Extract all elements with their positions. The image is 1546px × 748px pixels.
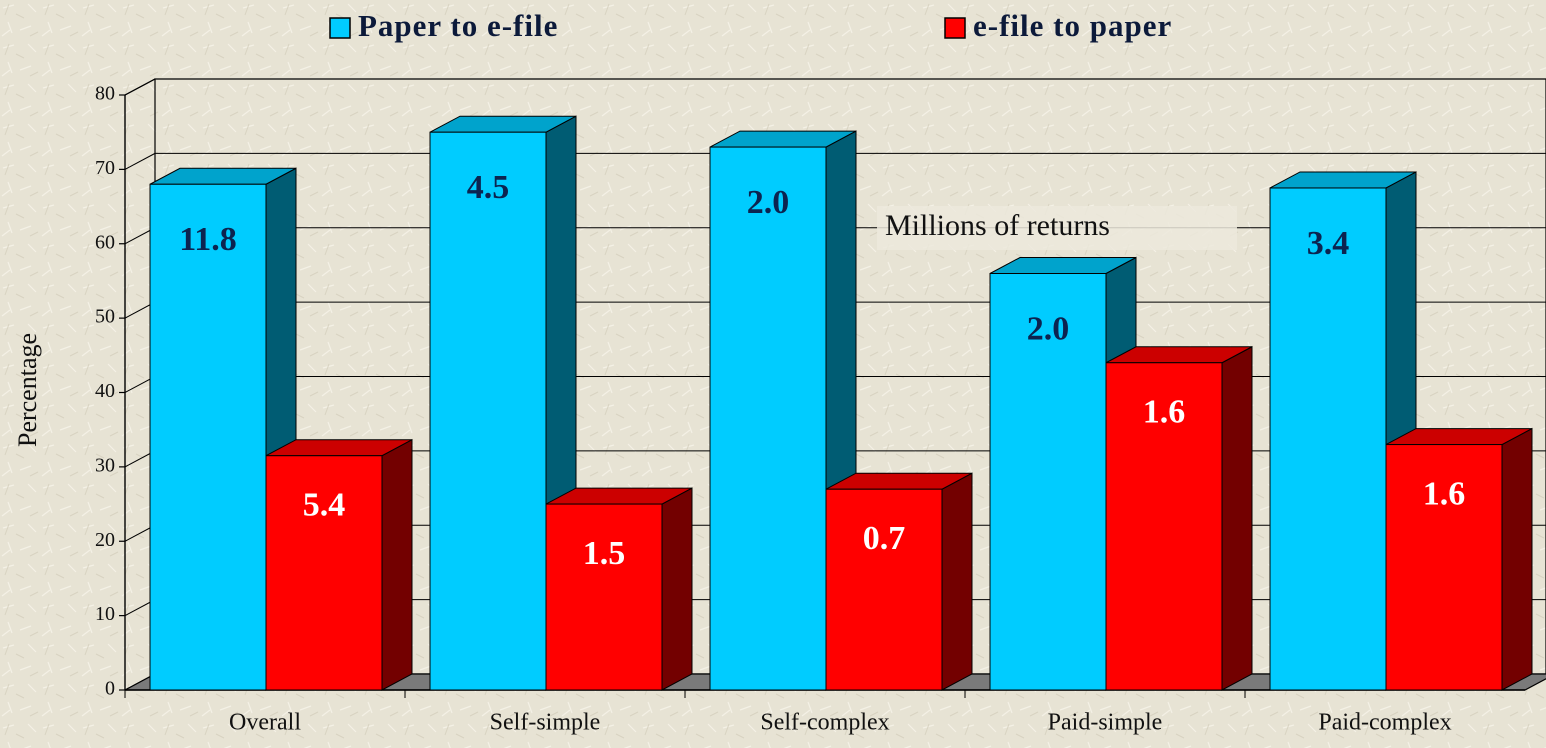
- data-label: 5.4: [303, 487, 346, 524]
- y-tick-label: 80: [95, 83, 115, 105]
- bar: [709, 146, 827, 691]
- x-tick-label: Self-complex: [760, 710, 889, 736]
- data-label: 0.7: [863, 520, 906, 557]
- y-tick-label: 20: [95, 529, 115, 551]
- bar-side: [1501, 427, 1533, 691]
- data-label: 2.0: [1027, 310, 1070, 347]
- data-label: 2.0: [747, 184, 790, 221]
- data-label: 1.6: [1143, 394, 1186, 431]
- bar: [825, 488, 943, 691]
- annotation: Millions of returns: [885, 209, 1110, 242]
- data-label: 4.5: [467, 169, 510, 206]
- bar-side: [661, 487, 693, 691]
- grid-line: [124, 152, 156, 170]
- bar: [545, 503, 663, 691]
- x-tick-label: Paid-simple: [1048, 710, 1163, 736]
- bar: [429, 131, 547, 691]
- bar: [149, 183, 267, 691]
- y-tick-label: 50: [95, 306, 115, 328]
- y-tick-label: 60: [95, 231, 115, 253]
- y-tick-label: 40: [95, 380, 115, 402]
- bar: [1269, 187, 1387, 691]
- bar: [989, 273, 1107, 691]
- bar-side: [1221, 345, 1253, 691]
- bar: [1385, 444, 1503, 691]
- y-tick-label: 70: [95, 157, 115, 179]
- y-axis-label: Percentage: [13, 333, 42, 447]
- bar-side: [381, 438, 413, 691]
- data-label: 1.6: [1423, 475, 1466, 512]
- y-tick-label: 0: [105, 678, 115, 700]
- grid-line: [124, 78, 156, 96]
- data-label: 11.8: [179, 221, 237, 258]
- x-tick-label: Self-simple: [490, 710, 601, 736]
- legend-label: Paper to e-file: [358, 8, 558, 43]
- data-label: 1.5: [583, 535, 626, 572]
- y-tick-label: 30: [95, 454, 115, 476]
- x-tick-label: Overall: [229, 710, 301, 736]
- y-tick-label: 10: [95, 603, 115, 625]
- bar: [1105, 362, 1223, 691]
- bar-side: [941, 472, 973, 691]
- annotation-box: [877, 206, 1237, 250]
- x-tick-label: Paid-complex: [1318, 710, 1451, 736]
- bar: [265, 455, 383, 691]
- legend-swatch: [944, 17, 966, 39]
- data-label: 3.4: [1307, 225, 1350, 262]
- legend-label: e-file to paper: [973, 8, 1172, 43]
- legend-swatch: [329, 17, 351, 39]
